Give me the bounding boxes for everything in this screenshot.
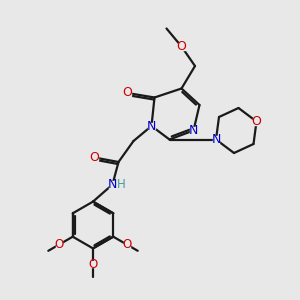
Bar [254, 118, 260, 125]
Text: N: N [211, 133, 221, 146]
Bar [91, 154, 98, 161]
Bar [109, 181, 116, 188]
Bar [90, 261, 96, 267]
Bar [190, 127, 197, 134]
Text: O: O [252, 115, 261, 128]
Text: N: N [189, 124, 198, 137]
Bar [124, 241, 130, 248]
Text: O: O [122, 238, 131, 251]
Text: O: O [123, 86, 132, 100]
Bar [124, 90, 131, 96]
Bar [213, 136, 219, 143]
Text: H: H [116, 178, 125, 191]
Bar [148, 123, 155, 129]
Bar [178, 43, 185, 50]
Bar [56, 241, 62, 248]
Text: N: N [108, 178, 117, 191]
Text: O: O [88, 257, 98, 271]
Text: O: O [177, 40, 186, 53]
Text: O: O [55, 238, 64, 251]
Text: O: O [90, 151, 99, 164]
Text: N: N [147, 119, 156, 133]
